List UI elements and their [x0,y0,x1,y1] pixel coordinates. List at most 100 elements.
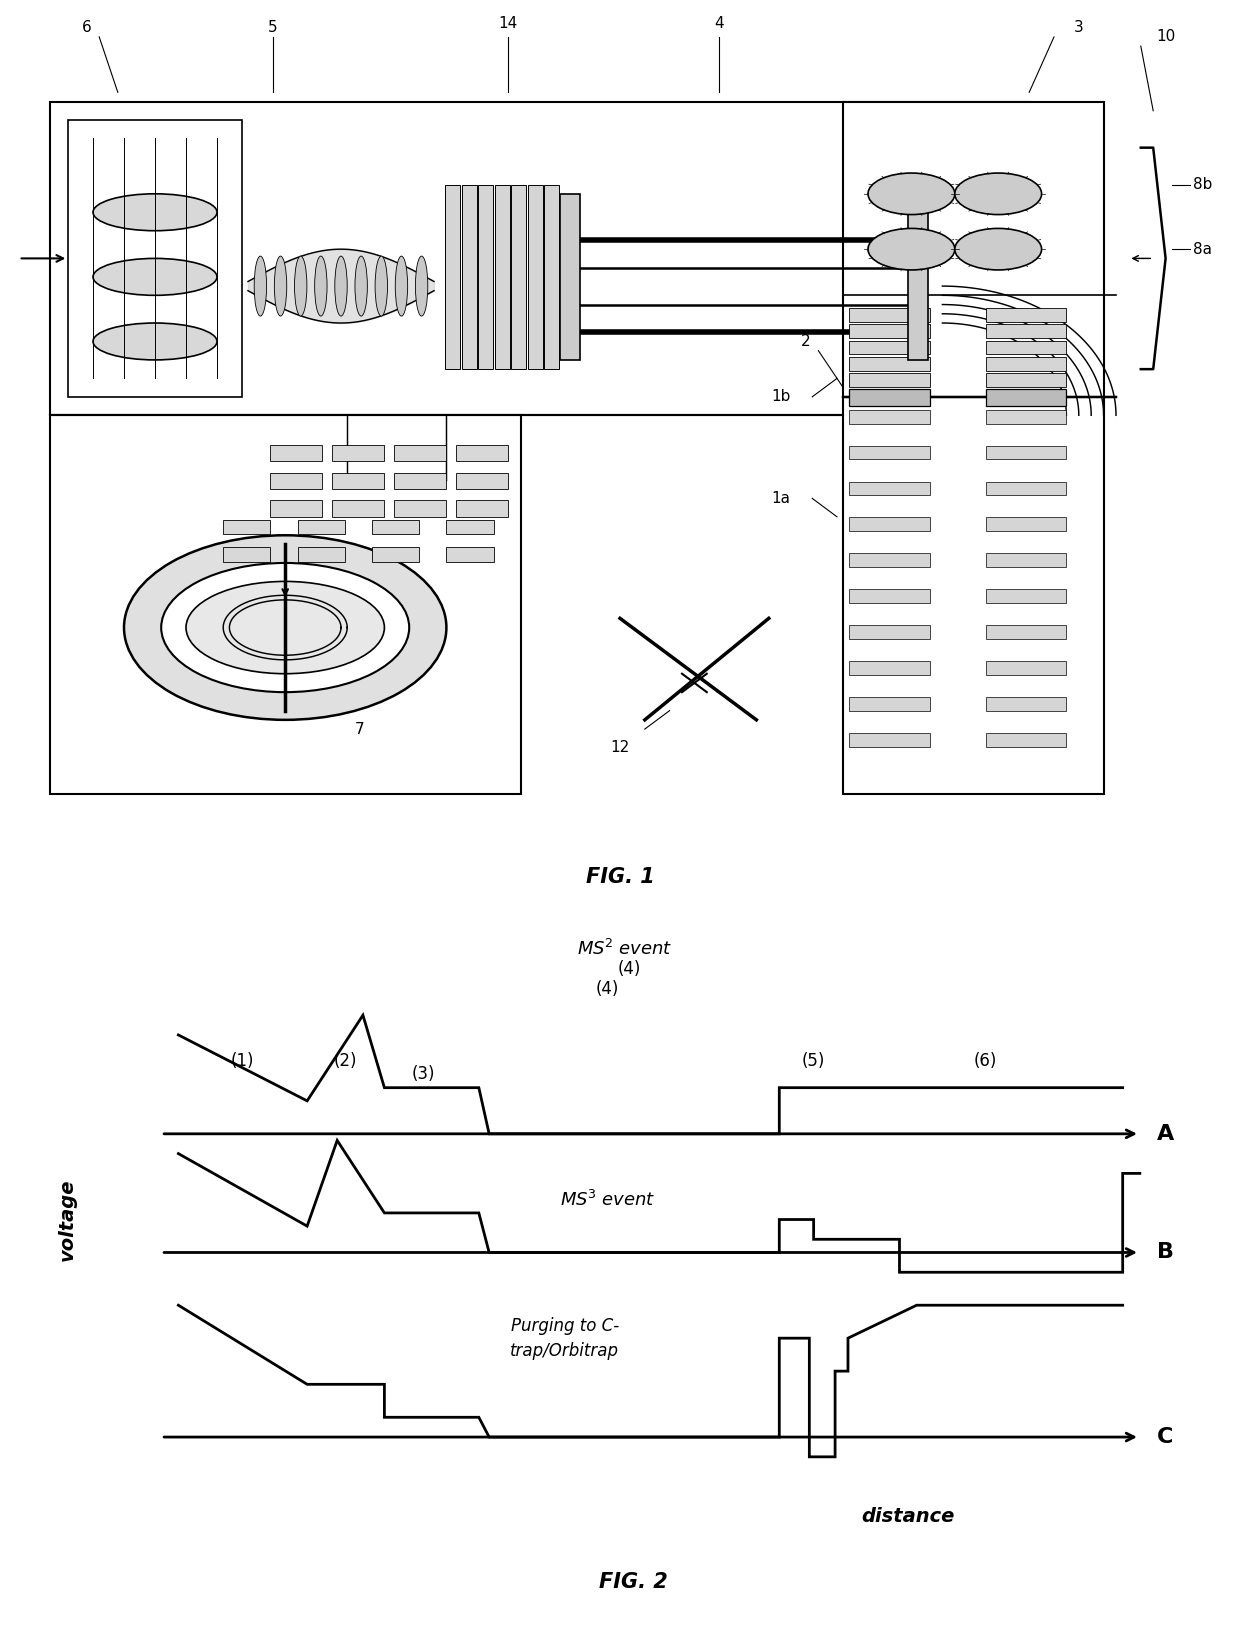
Bar [849,308,930,321]
Bar [986,389,1066,405]
Text: (4): (4) [596,981,619,997]
Bar [986,341,1066,354]
Bar [456,445,508,461]
Bar [446,519,494,534]
Bar [986,325,1066,338]
Text: 4: 4 [714,15,724,31]
Bar [560,194,580,359]
Bar [372,519,419,534]
Bar [986,554,1066,567]
Ellipse shape [254,255,267,316]
Text: Purging to C-
trap/Orbitrap: Purging to C- trap/Orbitrap [510,1317,619,1360]
Text: (6): (6) [973,1053,997,1070]
Bar [986,356,1066,371]
Text: 3: 3 [1074,20,1084,35]
Bar [332,501,384,517]
Bar [332,473,384,489]
Bar [849,372,930,387]
Bar [849,341,930,354]
Bar [849,445,930,460]
Text: (5): (5) [802,1053,826,1070]
Ellipse shape [355,255,367,316]
Text: MS$^2$ event: MS$^2$ event [577,939,672,959]
Bar [445,185,460,369]
Text: (1): (1) [231,1053,254,1070]
Text: 7: 7 [355,722,365,737]
Ellipse shape [274,255,286,316]
Bar [223,519,270,534]
Bar [50,102,1029,415]
Text: C: C [1157,1427,1173,1447]
Bar [394,501,446,517]
Text: 5: 5 [268,20,278,35]
Bar [986,733,1066,747]
Text: 2: 2 [801,335,811,349]
Text: 1a: 1a [771,491,791,506]
Bar [849,733,930,747]
Bar [394,473,446,489]
Ellipse shape [396,255,408,316]
Bar [849,481,930,496]
Bar [986,625,1066,639]
Bar [446,547,494,562]
Bar [394,445,446,461]
Bar [986,410,1066,424]
Ellipse shape [868,229,955,270]
Ellipse shape [955,173,1042,214]
Text: voltage: voltage [57,1178,77,1261]
Text: 8a: 8a [1193,242,1213,257]
Bar [849,356,930,371]
Bar [223,547,270,562]
Bar [849,389,930,405]
Bar [270,473,322,489]
Text: B: B [1157,1243,1174,1262]
Bar [298,519,345,534]
Ellipse shape [93,194,217,231]
Bar [849,517,930,531]
Text: A: A [1157,1124,1174,1144]
Bar [528,185,543,369]
Bar [479,185,494,369]
Bar [50,415,521,794]
Bar [986,661,1066,674]
Text: (4): (4) [618,961,641,977]
Text: 1b: 1b [771,389,791,404]
Text: 10: 10 [1156,30,1176,44]
Text: (3): (3) [412,1066,435,1083]
Text: distance: distance [862,1506,955,1526]
Bar [372,547,419,562]
Bar [986,308,1066,321]
Text: 12: 12 [610,740,630,755]
Bar [511,185,526,369]
Bar [298,547,345,562]
Bar [849,325,930,338]
Bar [270,445,322,461]
Bar [68,120,242,397]
Ellipse shape [93,259,217,295]
Bar [908,194,928,359]
Bar [986,590,1066,603]
Bar [849,554,930,567]
Text: MS$^3$ event: MS$^3$ event [560,1190,655,1210]
Bar [849,661,930,674]
Bar [986,372,1066,387]
Bar [986,517,1066,531]
Bar [332,445,384,461]
Bar [849,410,930,424]
Ellipse shape [955,229,1042,270]
Ellipse shape [161,564,409,692]
Bar [849,590,930,603]
Ellipse shape [868,173,955,214]
Bar [456,501,508,517]
Ellipse shape [93,323,217,359]
Text: 14: 14 [498,15,518,31]
Bar [986,697,1066,710]
Ellipse shape [415,255,428,316]
Text: 6: 6 [82,20,92,35]
Ellipse shape [295,255,306,316]
Ellipse shape [315,255,327,316]
Text: FIG. 1: FIG. 1 [585,867,655,887]
Ellipse shape [335,255,347,316]
Bar [849,625,930,639]
Bar [456,473,508,489]
